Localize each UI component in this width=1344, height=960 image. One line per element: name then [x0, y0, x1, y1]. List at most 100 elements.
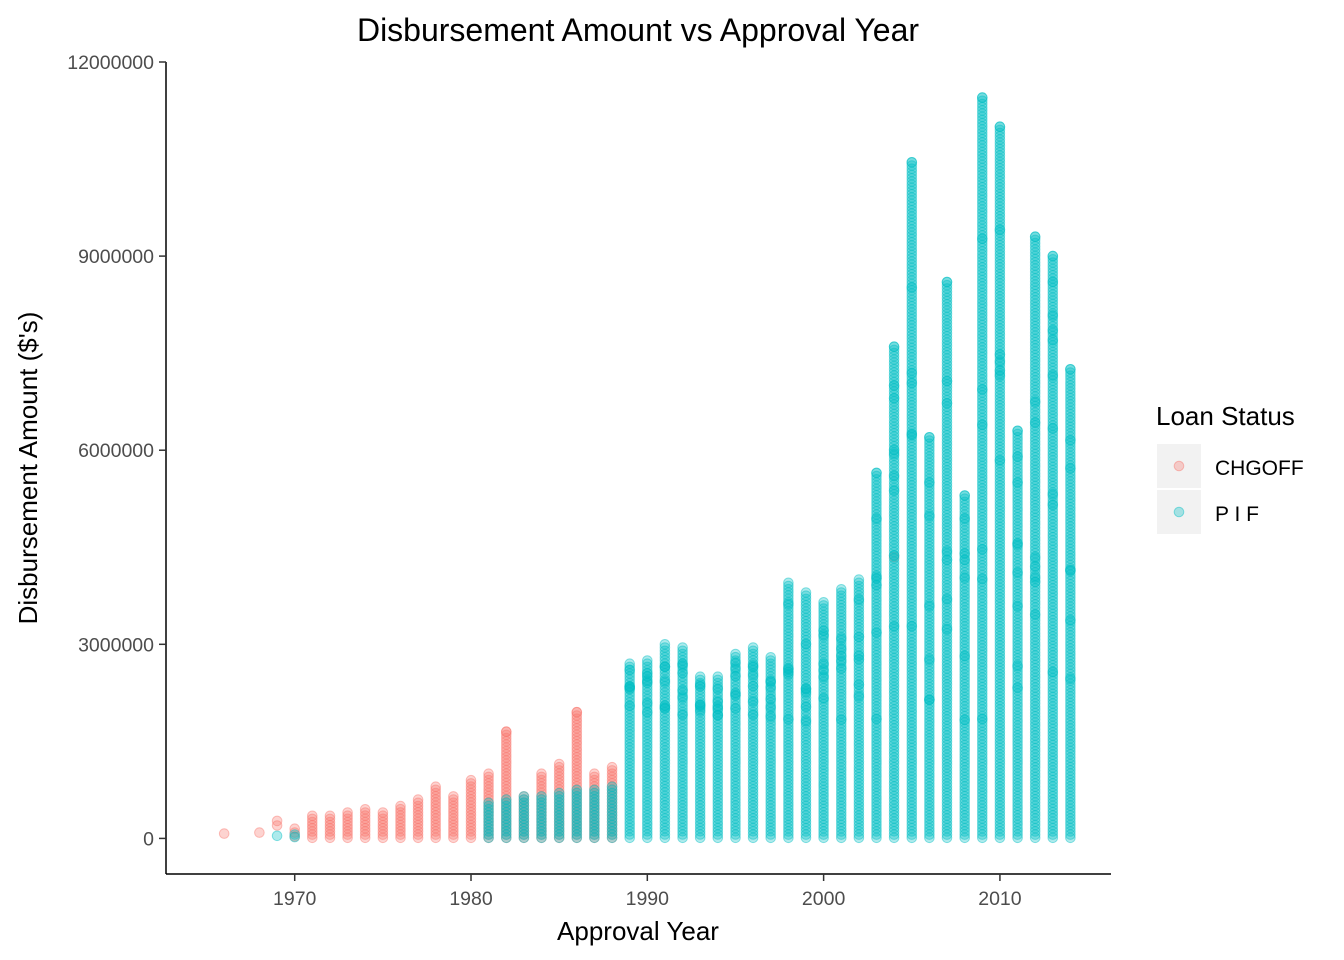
data-point-pif [642, 832, 653, 844]
data-point-pif [624, 716, 636, 728]
data-point-pif [677, 755, 688, 766]
data-point-pif [783, 663, 794, 675]
data-point-pif [659, 661, 671, 673]
data-point-chgoff [553, 790, 565, 802]
data-point-chgoff [483, 787, 494, 799]
x-tick-label: 1970 [273, 888, 317, 910]
data-point-pif [694, 697, 706, 708]
data-point-chgoff [412, 807, 424, 818]
data-point-pif [571, 791, 583, 802]
data-point-chgoff [553, 771, 565, 783]
data-point-pif [730, 663, 741, 674]
data-point-pif [818, 759, 829, 770]
data-point-pif [730, 745, 741, 757]
data-point-pif [1065, 435, 1076, 446]
data-point-pif [694, 751, 706, 763]
data-point-pif [783, 730, 794, 742]
data-point-pif [624, 719, 636, 731]
data-point-pif [712, 693, 724, 705]
data-point-pif [800, 813, 812, 825]
data-point-pif [659, 822, 671, 834]
data-point-pif [642, 816, 653, 828]
data-point-pif [783, 705, 794, 716]
data-point-pif [747, 677, 759, 689]
data-point-pif [783, 822, 794, 834]
data-point-chgoff [536, 813, 547, 824]
data-point-pif [677, 687, 688, 699]
data-point-chgoff [553, 813, 565, 824]
data-point-chgoff [377, 816, 389, 828]
data-point-pif [553, 832, 565, 844]
data-point-pif [765, 787, 777, 798]
data-point-pif [800, 778, 812, 789]
data-point-pif [677, 819, 688, 831]
data-point-chgoff [589, 771, 600, 783]
data-point-chgoff [483, 813, 494, 824]
data-point-chgoff [448, 797, 459, 809]
data-point-pif [624, 681, 636, 692]
data-point-pif [765, 764, 777, 776]
data-point-chgoff [359, 829, 371, 840]
data-point-pif [589, 794, 600, 805]
data-point-pif [765, 803, 777, 815]
data-point-pif [677, 642, 688, 653]
data-point-chgoff [518, 826, 530, 837]
data-point-pif [571, 787, 583, 799]
data-point-chgoff [483, 810, 494, 821]
data-point-pif [783, 689, 794, 700]
data-point-pif [518, 797, 530, 809]
data-point-pif [994, 365, 1006, 377]
data-point-chgoff [430, 794, 442, 805]
data-point-pif [624, 784, 636, 795]
data-point-pif [730, 719, 741, 731]
data-point-pif [694, 681, 706, 692]
data-point-pif [659, 658, 671, 670]
data-point-pif [800, 756, 812, 767]
data-point-pif [747, 703, 759, 715]
data-point-pif [818, 641, 829, 653]
data-point-chgoff [289, 831, 301, 842]
data-point-pif [800, 762, 812, 774]
data-point-pif [677, 674, 688, 686]
data-point-pif [747, 777, 759, 789]
data-point-pif [624, 690, 636, 702]
data-point-pif [730, 722, 741, 734]
data-point-pif [730, 813, 741, 824]
data-point-chgoff [501, 797, 512, 808]
data-point-pif [765, 832, 777, 844]
data-point-pif [642, 681, 653, 692]
data-point-pif [642, 722, 653, 734]
data-point-chgoff [571, 719, 583, 731]
data-point-pif [659, 790, 671, 802]
data-point-chgoff [501, 777, 512, 789]
data-point-pif [659, 777, 671, 789]
data-point-pif [730, 755, 741, 766]
data-point-pif [624, 819, 636, 831]
data-point-pif [765, 658, 777, 670]
data-point-pif [694, 700, 706, 712]
data-point-chgoff [589, 816, 600, 828]
data-point-pif [783, 759, 794, 770]
data-point-pif [553, 819, 565, 831]
data-point-pif [888, 485, 900, 496]
data-point-chgoff [518, 794, 530, 805]
data-point-chgoff [359, 810, 371, 821]
data-point-pif [1029, 572, 1041, 583]
data-point-pif [677, 751, 688, 763]
data-point-pif [765, 777, 777, 789]
data-point-pif [553, 826, 565, 837]
data-point-pif [730, 790, 741, 802]
data-point-pif [800, 810, 812, 821]
data-point-chgoff [465, 774, 477, 786]
data-point-chgoff [589, 803, 600, 815]
data-point-chgoff [430, 787, 442, 799]
data-point-pif [642, 813, 653, 824]
data-point-chgoff [589, 784, 600, 796]
data-point-pif [659, 651, 671, 663]
data-point-pif [730, 800, 741, 811]
data-point-pif [800, 676, 812, 688]
data-point-pif [659, 768, 671, 779]
data-point-pif [642, 671, 653, 682]
data-point-pif [677, 822, 688, 834]
data-point-pif [765, 671, 777, 682]
